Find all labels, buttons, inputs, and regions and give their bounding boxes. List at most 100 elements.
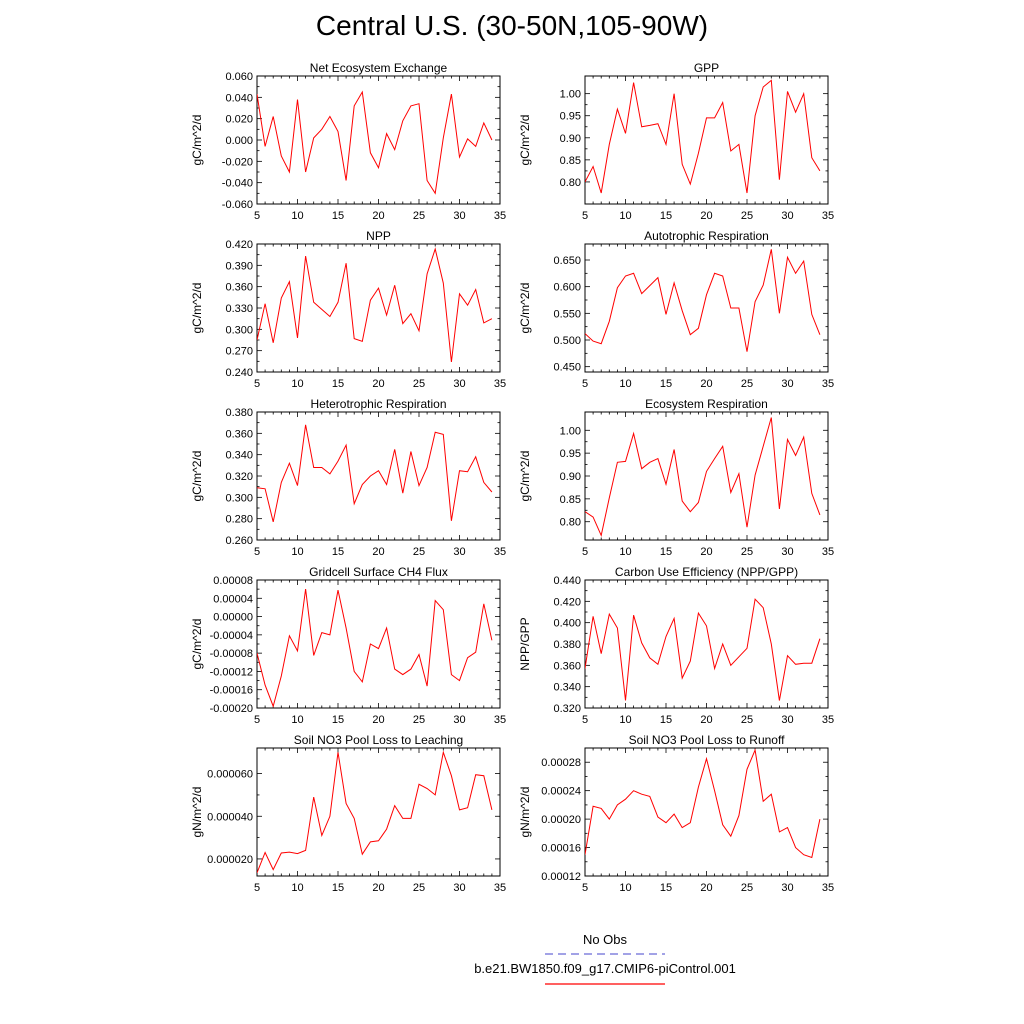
y-axis-label: gC/m^2/d	[518, 115, 532, 166]
x-tick-label: 30	[453, 210, 465, 222]
y-tick-label: 0.85	[560, 494, 581, 506]
y-tick-label: 0.400	[553, 618, 581, 630]
x-tick-label: 5	[582, 210, 588, 222]
x-tick-label: 10	[291, 378, 303, 390]
y-tick-label: 0.600	[553, 282, 581, 294]
y-axis-label: gC/m^2/d	[190, 283, 204, 334]
y-tick-label: -0.00008	[210, 648, 253, 660]
y-tick-label: 0.000	[225, 135, 253, 147]
y-tick-label: 0.500	[553, 335, 581, 347]
x-tick-label: 25	[413, 378, 425, 390]
y-tick-label: -0.060	[222, 199, 253, 211]
panel-title: Gridcell Surface CH4 Flux	[309, 565, 448, 579]
series-line	[585, 79, 821, 194]
x-tick-label: 35	[494, 210, 506, 222]
chart-panel-8: 5 10 15 20 25 30 35 0.000020 0.000040 0.000060 Soi…	[190, 733, 506, 894]
plot-frame	[584, 75, 829, 205]
x-tick-label: 15	[660, 210, 672, 222]
x-tick-label: 25	[741, 714, 753, 726]
x-tick-label: 25	[741, 210, 753, 222]
y-tick-label: 0.020	[225, 114, 253, 126]
series-line	[585, 748, 821, 859]
panel-title: Ecosystem Respiration	[645, 397, 768, 411]
y-tick-label: 0.300	[225, 492, 253, 504]
y-tick-label: 0.360	[225, 428, 253, 440]
panel-title: Soil NO3 Pool Loss to Leaching	[294, 733, 463, 747]
x-tick-label: 20	[700, 714, 712, 726]
y-axis-label: gN/m^2/d	[190, 787, 204, 838]
y-tick-label: 0.040	[225, 92, 253, 104]
x-tick-label: 20	[372, 210, 384, 222]
x-tick-label: 30	[453, 714, 465, 726]
series-line	[585, 249, 821, 352]
y-axis-label: gC/m^2/d	[190, 619, 204, 670]
y-tick-label: 0.380	[553, 639, 581, 651]
y-tick-label: 0.90	[560, 133, 581, 145]
y-tick-label: 0.280	[225, 514, 253, 526]
y-tick-label: 0.340	[553, 682, 581, 694]
legend-line-no-obs	[545, 953, 665, 955]
y-tick-label: -0.00020	[210, 703, 253, 715]
x-tick-label: 25	[413, 210, 425, 222]
x-tick-label: 30	[781, 714, 793, 726]
x-tick-label: 25	[413, 546, 425, 558]
chart-panel-3: 5 10 15 20 25 30 35 0.450 0.500 0.550 0.600 0.650 Au…	[518, 229, 834, 390]
y-tick-label: 0.550	[553, 308, 581, 320]
y-tick-label: 0.00020	[541, 814, 581, 826]
y-tick-label: 0.00016	[541, 843, 581, 855]
x-tick-label: 30	[781, 546, 793, 558]
plot-frame	[584, 579, 829, 709]
x-tick-label: 35	[822, 210, 834, 222]
y-tick-label: 0.320	[225, 471, 253, 483]
x-tick-label: 35	[494, 378, 506, 390]
x-tick-label: 30	[781, 882, 793, 894]
x-tick-label: 35	[822, 546, 834, 558]
panel-title: NPP	[366, 229, 391, 243]
y-tick-label: 0.320	[553, 703, 581, 715]
plot-frame	[584, 243, 829, 373]
y-tick-label: -0.00004	[210, 630, 253, 642]
series-line	[585, 598, 821, 701]
y-tick-label: 1.00	[560, 425, 581, 437]
y-tick-label: -0.040	[222, 178, 253, 190]
x-tick-label: 15	[660, 882, 672, 894]
x-tick-label: 35	[822, 378, 834, 390]
y-tick-label: 0.650	[553, 255, 581, 267]
y-tick-label: 0.00012	[541, 871, 581, 883]
x-tick-label: 20	[372, 378, 384, 390]
panel-title: GPP	[694, 61, 719, 75]
y-tick-label: 0.90	[560, 471, 581, 483]
y-tick-label: 0.360	[553, 660, 581, 672]
x-tick-label: 10	[619, 546, 631, 558]
legend-line-model	[545, 983, 665, 985]
y-tick-label: 0.340	[225, 450, 253, 462]
x-tick-label: 5	[582, 882, 588, 894]
y-tick-label: 0.000020	[207, 854, 253, 866]
x-tick-label: 5	[582, 378, 588, 390]
x-tick-label: 10	[291, 546, 303, 558]
panel-title: Autotrophic Respiration	[644, 229, 769, 243]
y-axis-label: gC/m^2/d	[518, 451, 532, 502]
panel-title: Carbon Use Efficiency (NPP/GPP)	[615, 565, 798, 579]
y-tick-label: 0.270	[225, 346, 253, 358]
x-tick-label: 5	[254, 210, 260, 222]
legend-label-model: b.e21.BW1850.f09_g17.CMIP6-piControl.001	[474, 961, 736, 976]
x-tick-label: 35	[494, 546, 506, 558]
series-line	[257, 424, 493, 523]
chart-panel-7: 5 10 15 20 25 30 35 0.320 0.340 0.360 0.380 0.400 0.…	[518, 565, 834, 726]
y-axis-label: gC/m^2/d	[190, 451, 204, 502]
y-tick-label: 0.240	[225, 367, 253, 379]
chart-panel-5: 5 10 15 20 25 30 35 0.80 0.85 0.90 0.95 1.00 Ecosyst…	[518, 397, 834, 558]
y-tick-label: 0.420	[225, 239, 253, 251]
y-tick-label: 0.330	[225, 303, 253, 315]
y-tick-label: 0.450	[553, 362, 581, 374]
x-tick-label: 15	[660, 378, 672, 390]
x-tick-label: 35	[822, 714, 834, 726]
y-axis-label: gN/m^2/d	[518, 787, 532, 838]
x-tick-label: 10	[291, 714, 303, 726]
y-tick-label: 0.000060	[207, 769, 253, 781]
x-tick-label: 10	[291, 882, 303, 894]
y-tick-label: 0.00004	[213, 593, 253, 605]
x-tick-label: 35	[494, 714, 506, 726]
